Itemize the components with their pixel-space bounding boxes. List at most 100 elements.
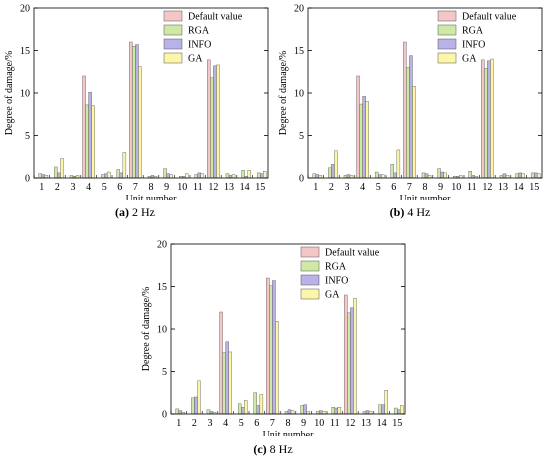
y-tick-label: 0 [162, 410, 167, 421]
legend-swatch [437, 38, 457, 50]
y-axis-title: Degree of damage/% [141, 287, 152, 371]
bar [353, 298, 357, 415]
plot-frame [170, 243, 406, 415]
legend-label: RGA [325, 262, 347, 273]
x-tick-label: 15 [529, 182, 539, 193]
x-tick-label: 14 [377, 418, 387, 429]
x-tick-label: 8 [149, 182, 154, 193]
x-tick-label: 10 [314, 418, 324, 429]
bar [185, 173, 189, 179]
y-axis-title: Degree of damage/% [278, 51, 289, 135]
bar [290, 410, 295, 415]
bar [331, 406, 335, 415]
y-tick-label: 0 [299, 174, 304, 185]
y-axis-title: Degree of damage/% [4, 51, 15, 135]
bar [481, 59, 485, 179]
bar [346, 174, 351, 179]
x-tick-label: 14 [240, 182, 250, 193]
bar [374, 171, 379, 179]
bar [231, 174, 236, 179]
legend-label: INFO [188, 40, 211, 51]
bar [100, 174, 105, 179]
y-tick-label: 10 [294, 89, 304, 100]
x-tick-label: 11 [193, 182, 203, 193]
bar [260, 173, 264, 179]
bar [287, 409, 292, 415]
bar [396, 149, 401, 179]
y-tick-label: 10 [20, 89, 30, 100]
plot-frame [307, 7, 543, 179]
legend-swatch [300, 246, 320, 258]
bar [378, 404, 382, 415]
bar [334, 150, 338, 179]
bar [484, 68, 488, 179]
bar [318, 410, 323, 415]
bar [518, 172, 522, 179]
bar [178, 410, 183, 415]
chart-panel-b: 0 5 10 15 20 1 2 3 4 5 6 7 8 9 10 11 12 13 14 15 Unit number… [274, 2, 550, 205]
bar [225, 341, 229, 415]
bar [347, 312, 351, 415]
bar [132, 46, 136, 179]
x-tick-label: 4 [360, 182, 365, 193]
legend-swatch [437, 10, 457, 22]
bar [138, 66, 142, 179]
y-tick-label: 0 [25, 174, 30, 185]
y-tick-label: 5 [25, 131, 30, 142]
legend-swatch [300, 260, 320, 272]
x-tick-label: 15 [392, 418, 402, 429]
caption-a: (a) 2 Hz [5, 205, 265, 220]
legend-swatch [300, 288, 320, 300]
bar [41, 174, 46, 179]
bar [400, 405, 404, 415]
bar [210, 77, 214, 179]
x-tick-label: 13 [361, 418, 371, 429]
x-tick-label: 12 [345, 418, 355, 429]
x-tick-label: 5 [376, 182, 381, 193]
bar [468, 170, 472, 179]
x-tick-label: 5 [239, 418, 244, 429]
bar [103, 173, 108, 179]
chart-panel-c: 0 5 10 15 20 1 2 3 4 5 6 7 8 9 10 11 12 13 14 15 Unit number… [137, 238, 413, 441]
bar [406, 67, 410, 179]
legend-label: INFO [325, 276, 348, 287]
x-tick-label: 9 [301, 418, 306, 429]
bar [225, 173, 230, 179]
x-tick-label: 14 [514, 182, 524, 193]
bar [300, 405, 304, 415]
bar [163, 168, 167, 179]
legend-swatch [163, 38, 183, 50]
legend-swatch [163, 24, 183, 36]
x-axis-title: Unit number [263, 430, 314, 436]
x-tick-label: 6 [254, 418, 259, 429]
x-tick-label: 3 [208, 418, 213, 429]
bar [135, 44, 139, 179]
x-tick-label: 9 [438, 182, 443, 193]
x-tick-label: 4 [223, 418, 228, 429]
bar [344, 294, 348, 415]
x-tick-label: 4 [86, 182, 91, 193]
x-tick-label: 8 [423, 182, 428, 193]
bar [365, 410, 370, 415]
y-tick-label: 15 [20, 46, 30, 57]
bar [228, 351, 232, 415]
bar [421, 172, 426, 179]
x-tick-label: 1 [313, 182, 318, 193]
bar [403, 41, 407, 179]
bar [397, 409, 401, 415]
y-tick-label: 15 [294, 46, 304, 57]
y-tick-label: 10 [157, 325, 167, 336]
legend-swatch [163, 52, 183, 64]
bar [256, 405, 261, 415]
bar [437, 168, 441, 179]
bar [350, 307, 354, 415]
y-tick-label: 20 [294, 4, 304, 15]
bar [116, 169, 121, 179]
caption-b-letter: (b) [389, 205, 405, 219]
y-tick-label: 20 [157, 240, 167, 251]
bar [107, 171, 111, 179]
bar [412, 85, 416, 179]
bar [253, 392, 258, 415]
